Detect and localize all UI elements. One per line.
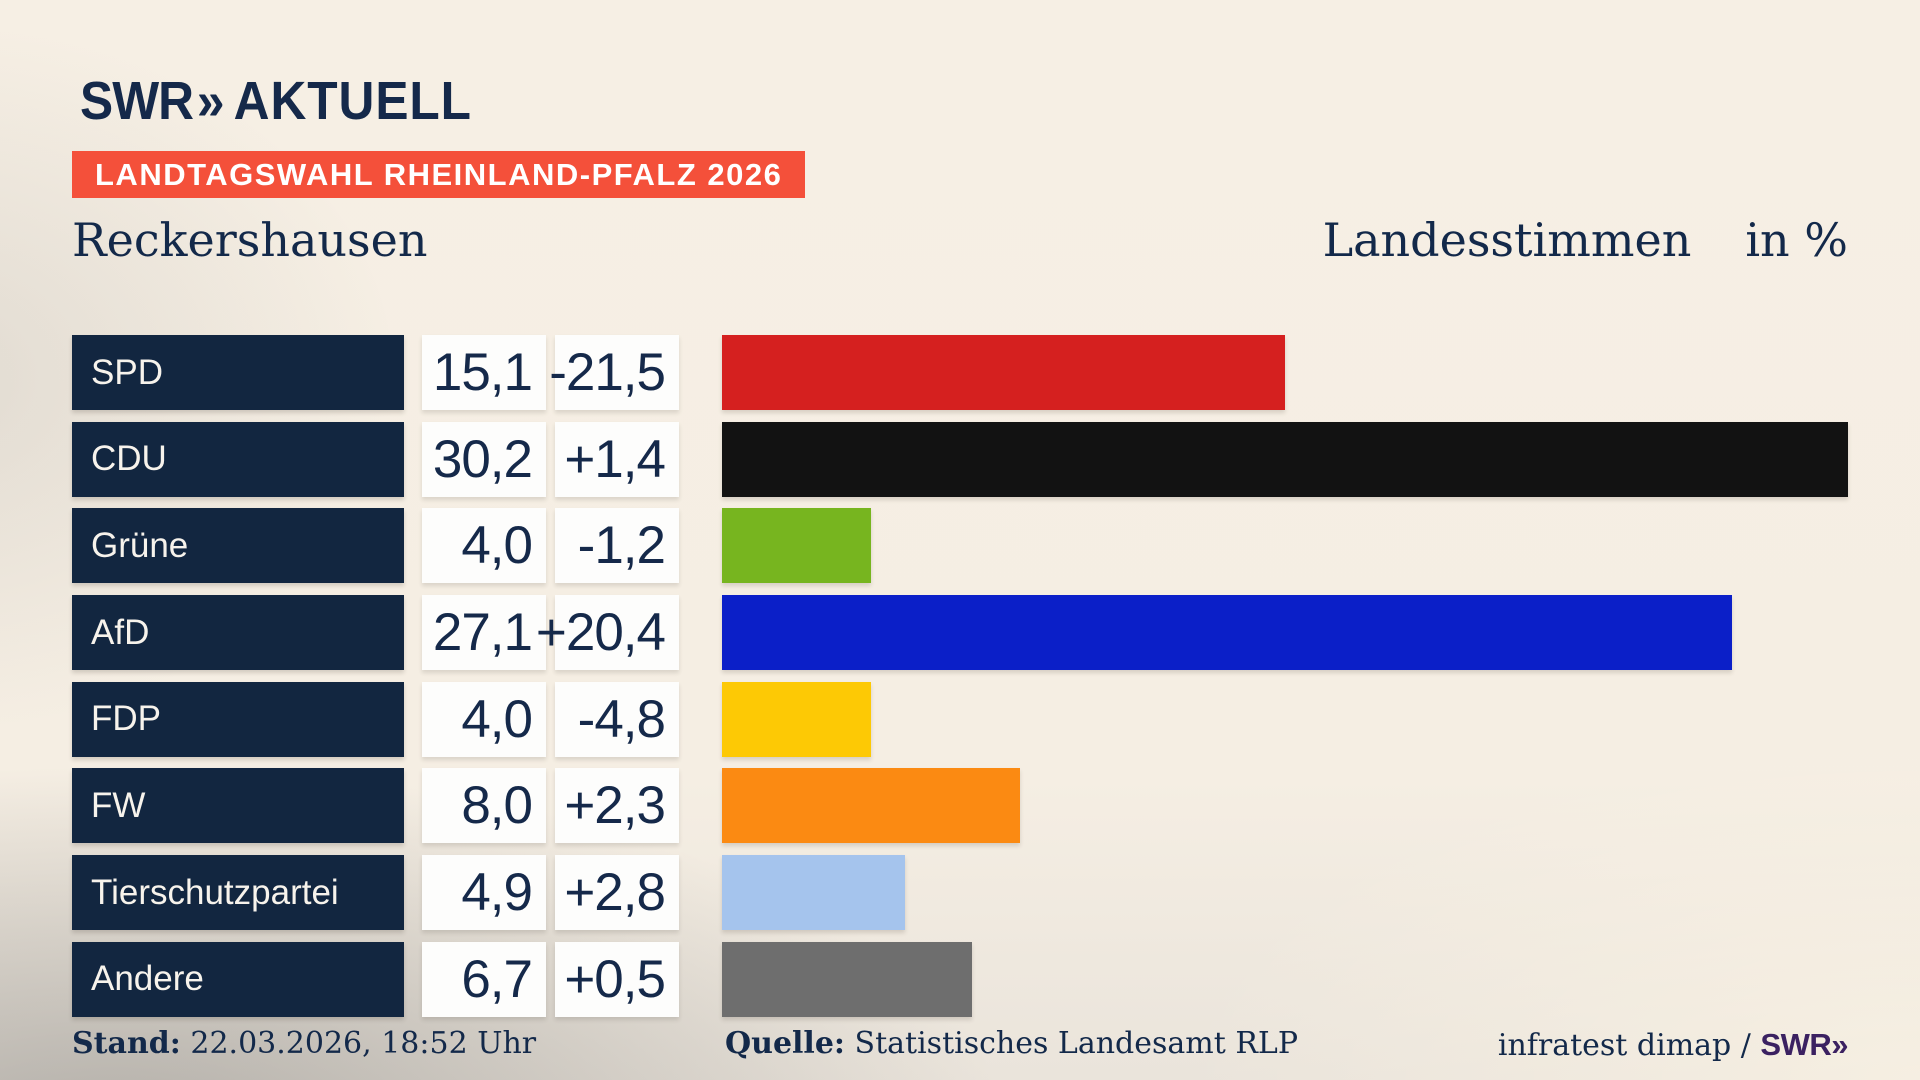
result-bar — [722, 335, 1285, 410]
double-chevron-icon: » — [196, 71, 225, 131]
value-box: 30,2 — [422, 421, 546, 497]
vote-type-label: Landesstimmen — [1322, 213, 1692, 267]
stand-label: Stand: — [72, 1026, 181, 1061]
logo-aktuell-text: AKTUELL — [233, 71, 472, 131]
swr-aktuell-logo: SWR» AKTUELL — [80, 70, 472, 132]
party-label-box: SPD — [72, 335, 404, 410]
chart-subtitle: Landesstimmen in % — [1323, 213, 1848, 268]
logo-swr-text: SWR — [80, 71, 194, 131]
credit-swr-brand: SWR» — [1760, 1027, 1848, 1062]
stand-value: 22.03.2026, 18:52 Uhr — [180, 1026, 537, 1061]
table-row: FW 8,0 +2,3 — [72, 768, 1848, 844]
result-bar — [722, 681, 871, 757]
value-box: 4,0 — [422, 681, 546, 757]
stand-timestamp: Stand: 22.03.2026, 18:52 Uhr — [72, 1026, 536, 1062]
party-label-box: Grüne — [72, 508, 404, 584]
table-row: CDU 30,2 +1,4 — [72, 421, 1848, 497]
delta-box: +0,5 — [555, 941, 679, 1017]
source-value: Statistisches Landesamt RLP — [845, 1026, 1299, 1061]
result-bar — [722, 941, 972, 1017]
delta-box: +1,4 — [555, 421, 679, 497]
credit-note: infratest dimap / SWR» — [1497, 1026, 1849, 1064]
delta-box: +20,4 — [536, 595, 679, 671]
result-bar — [722, 421, 1848, 497]
party-label-box: Tierschutzpartei — [72, 855, 404, 931]
table-row: Andere 6,7 +0,5 — [72, 941, 1848, 1017]
table-row: AfD 27,1 +20,4 — [72, 595, 1848, 671]
party-label-box: Andere — [72, 941, 404, 1017]
party-label-box: AfD — [72, 595, 404, 671]
source-note: Quelle: Statistisches Landesamt RLP — [725, 1026, 1298, 1062]
value-box: 4,0 — [422, 508, 546, 584]
delta-box: +2,3 — [555, 768, 679, 844]
table-row: SPD 15,1 -21,5 — [72, 335, 1848, 410]
party-label-box: FW — [72, 768, 404, 844]
table-row: Tierschutzpartei 4,9 +2,8 — [72, 855, 1848, 931]
municipality-title: Reckershausen — [72, 213, 428, 267]
result-bar — [722, 768, 1020, 844]
delta-box: -21,5 — [549, 335, 679, 410]
unit-label: in % — [1745, 213, 1848, 267]
result-bar — [722, 508, 871, 584]
value-box: 8,0 — [422, 768, 546, 844]
election-banner: LANDTAGSWAHL RHEINLAND-PFALZ 2026 — [72, 151, 806, 198]
party-label-box: FDP — [72, 681, 404, 757]
party-label-box: CDU — [72, 421, 404, 497]
value-box: 15,1 — [422, 335, 546, 410]
result-bar — [722, 855, 905, 931]
table-row: FDP 4,0 -4,8 — [72, 681, 1848, 757]
value-box: 27,1 — [422, 595, 546, 671]
results-table: SPD 15,1 -21,5 CDU 30,2 +1,4 Grüne 4,0 -1,2 AfD 27… — [72, 335, 1848, 1017]
delta-box: -4,8 — [555, 681, 679, 757]
credit-text: infratest dimap / — [1497, 1028, 1761, 1063]
value-box: 4,9 — [422, 855, 546, 931]
source-label: Quelle: — [725, 1026, 845, 1061]
table-row: Grüne 4,0 -1,2 — [72, 508, 1848, 584]
value-box: 6,7 — [422, 941, 546, 1017]
result-bar — [722, 595, 1732, 671]
delta-box: -1,2 — [555, 508, 679, 584]
delta-box: +2,8 — [555, 855, 679, 931]
